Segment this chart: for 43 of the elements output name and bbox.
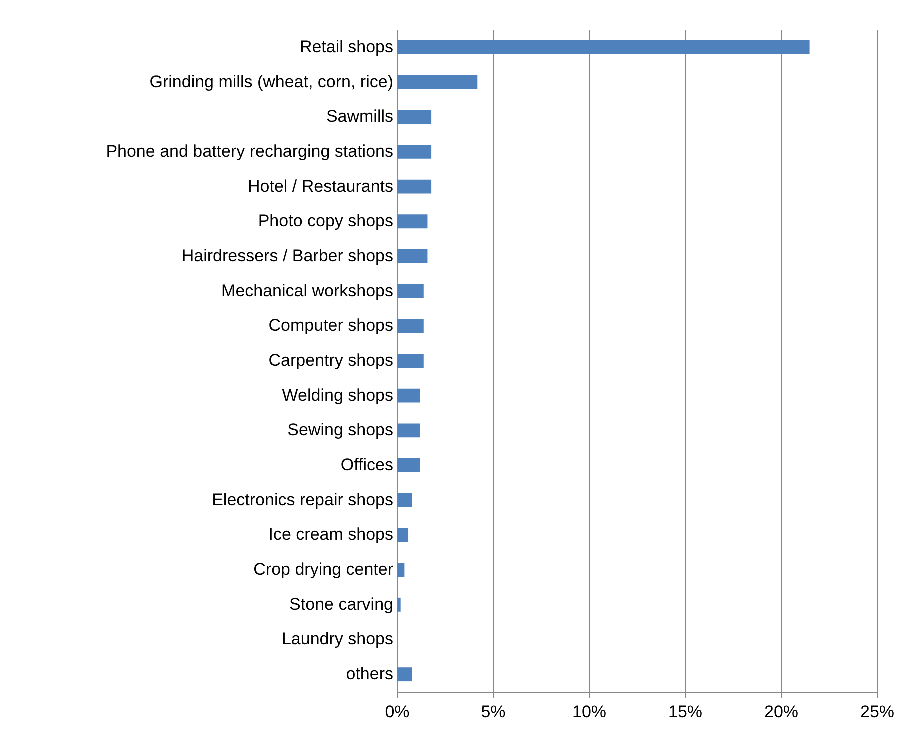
x-tick-label: 10%	[572, 702, 607, 722]
y-tick-label: Grinding mills (wheat, corn, rice)	[150, 72, 394, 92]
bar	[397, 493, 412, 508]
bar	[397, 528, 409, 542]
bar	[397, 598, 401, 612]
y-tick-label: Offices	[340, 456, 394, 475]
y-tick-label: Phone and battery recharging stations	[106, 142, 394, 161]
bar	[397, 563, 405, 578]
y-tick-label: Crop drying center	[254, 560, 394, 580]
y-tick-label: Computer shops	[268, 316, 394, 336]
bar	[397, 75, 478, 90]
x-tick-label: 25%	[860, 702, 895, 722]
y-tick-label: Welding shops	[282, 386, 394, 405]
bar	[397, 284, 424, 298]
bar	[397, 388, 420, 403]
y-tick-label: Electronics repair shops	[212, 490, 394, 510]
y-tick-label: Laundry shops	[282, 630, 394, 649]
bar	[397, 668, 412, 682]
bar	[397, 354, 424, 368]
y-tick-label: Mechanical workshops	[222, 281, 394, 300]
x-tick-label: 0%	[385, 702, 410, 722]
y-tick-label: Stone carving	[290, 594, 394, 614]
x-tick-label: 20%	[764, 702, 799, 722]
bar	[397, 40, 810, 54]
y-tick-label: Photo copy shops	[258, 212, 394, 231]
bar	[397, 458, 420, 472]
y-tick-label: Ice cream shops	[268, 525, 394, 544]
x-tick-label: 5%	[481, 702, 506, 722]
bar	[397, 110, 432, 124]
y-tick-label: Retail shops	[300, 37, 394, 56]
x-tick-label: 15%	[668, 702, 703, 722]
y-tick-label: Sewing shops	[288, 420, 394, 440]
y-tick-label: Hairdressers / Barber shops	[182, 246, 394, 266]
y-tick-label: Sawmills	[326, 107, 394, 126]
bar	[397, 319, 424, 334]
y-tick-label: Hotel / Restaurants	[248, 176, 394, 196]
bar	[397, 180, 432, 194]
bar	[397, 424, 420, 438]
bar	[397, 214, 428, 229]
y-tick-label: Carpentry shops	[268, 351, 394, 370]
bar	[397, 250, 428, 264]
y-tick-label: others	[346, 664, 394, 684]
bar	[397, 144, 432, 159]
